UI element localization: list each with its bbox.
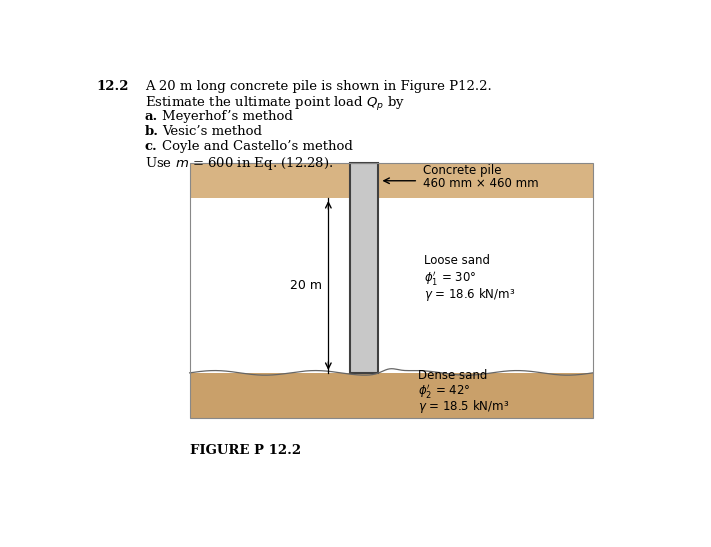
Text: Loose sand: Loose sand xyxy=(424,254,491,267)
Bar xyxy=(190,164,593,198)
Bar xyxy=(190,373,593,417)
Text: $\phi_2^{\prime}$ = 42°: $\phi_2^{\prime}$ = 42° xyxy=(418,382,471,400)
Text: $\gamma$ = 18.5 kN/m³: $\gamma$ = 18.5 kN/m³ xyxy=(418,398,510,415)
Text: Meyerhof’s method: Meyerhof’s method xyxy=(161,110,293,123)
Text: 20 m: 20 m xyxy=(290,279,322,292)
Text: a.: a. xyxy=(144,110,158,123)
Text: Estimate the ultimate point load $Q_p$ by: Estimate the ultimate point load $Q_p$ b… xyxy=(144,95,405,113)
Text: 12.2: 12.2 xyxy=(97,80,129,94)
Text: Use $m$ = 600 in Eq. (12.28).: Use $m$ = 600 in Eq. (12.28). xyxy=(144,155,333,172)
Text: $\phi_1^{\prime}$ = 30°: $\phi_1^{\prime}$ = 30° xyxy=(424,269,477,287)
Text: Dense sand: Dense sand xyxy=(418,369,488,382)
Text: A 20 m long concrete pile is shown in Figure P12.2.: A 20 m long concrete pile is shown in Fi… xyxy=(144,80,491,94)
Text: b.: b. xyxy=(144,125,159,138)
Bar xyxy=(350,164,378,373)
Text: Concrete pile: Concrete pile xyxy=(423,164,501,177)
Text: Coyle and Castello’s method: Coyle and Castello’s method xyxy=(161,141,353,153)
Text: 460 mm × 460 mm: 460 mm × 460 mm xyxy=(423,177,538,190)
Bar xyxy=(190,164,593,417)
Text: $\gamma$ = 18.6 kN/m³: $\gamma$ = 18.6 kN/m³ xyxy=(424,286,515,303)
Text: Vesic’s method: Vesic’s method xyxy=(161,125,262,138)
Text: c.: c. xyxy=(144,141,157,153)
Text: FIGURE P 12.2: FIGURE P 12.2 xyxy=(190,445,301,457)
